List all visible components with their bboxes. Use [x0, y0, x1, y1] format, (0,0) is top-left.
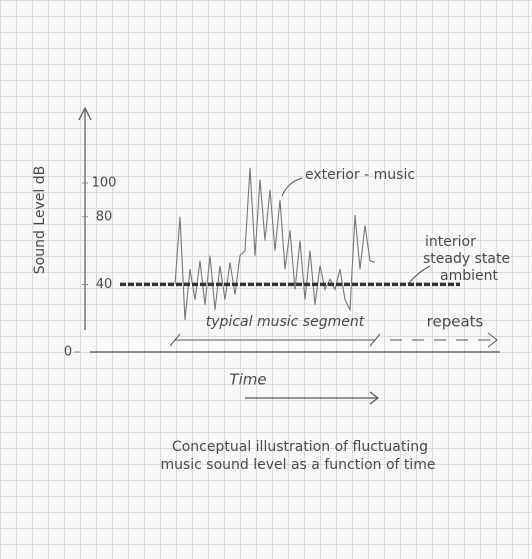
segment-tick	[169, 333, 181, 347]
y-tick-label: 0	[64, 345, 72, 360]
legend-label: exterior - music	[305, 167, 415, 183]
segment-tick	[369, 333, 381, 347]
caption-line: Conceptual illustration of fluctuating	[172, 439, 428, 455]
y-tick-label: 100	[92, 176, 117, 191]
y-tick-label: 40	[96, 277, 113, 292]
time-arrow-head	[369, 391, 379, 405]
interior-pointer	[407, 265, 431, 285]
y-axis-label: Sound Level dB	[32, 166, 48, 274]
repeats-label: repeats	[427, 313, 484, 331]
caption-line: music sound level as a function of time	[160, 457, 435, 473]
legend-label: steady state	[423, 251, 510, 267]
legend-label: interior	[425, 234, 476, 250]
exterior-pointer	[281, 177, 303, 197]
x-axis-label: Time	[229, 371, 266, 389]
y-axis-head	[78, 106, 92, 121]
repeats-arrow-head	[487, 332, 498, 348]
legend-label: ambient	[440, 268, 498, 284]
y-tick-label: 80	[96, 209, 113, 224]
music-line	[174, 167, 376, 320]
segment-label: typical music segment	[206, 314, 365, 330]
